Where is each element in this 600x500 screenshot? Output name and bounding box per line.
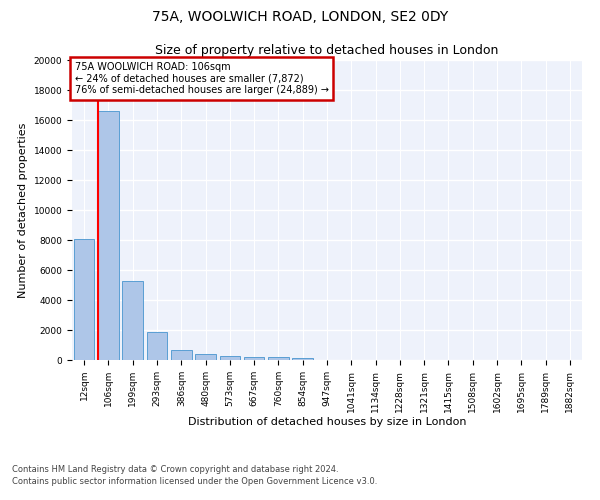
Bar: [268, 358, 289, 360]
Bar: [220, 356, 240, 360]
Text: Contains HM Land Registry data © Crown copyright and database right 2024.: Contains HM Land Registry data © Crown c…: [12, 465, 338, 474]
Text: Contains public sector information licensed under the Open Government Licence v3: Contains public sector information licen…: [12, 478, 377, 486]
Title: Size of property relative to detached houses in London: Size of property relative to detached ho…: [155, 44, 499, 58]
Text: 75A WOOLWICH ROAD: 106sqm
← 24% of detached houses are smaller (7,872)
76% of se: 75A WOOLWICH ROAD: 106sqm ← 24% of detac…: [74, 62, 329, 94]
Bar: [171, 350, 191, 360]
Y-axis label: Number of detached properties: Number of detached properties: [18, 122, 28, 298]
Bar: [292, 358, 313, 360]
Bar: [195, 354, 216, 360]
Bar: [98, 111, 119, 360]
Bar: [74, 238, 94, 360]
Bar: [244, 357, 265, 360]
X-axis label: Distribution of detached houses by size in London: Distribution of detached houses by size …: [188, 418, 466, 428]
Text: 75A, WOOLWICH ROAD, LONDON, SE2 0DY: 75A, WOOLWICH ROAD, LONDON, SE2 0DY: [152, 10, 448, 24]
Bar: [146, 332, 167, 360]
Bar: [122, 280, 143, 360]
